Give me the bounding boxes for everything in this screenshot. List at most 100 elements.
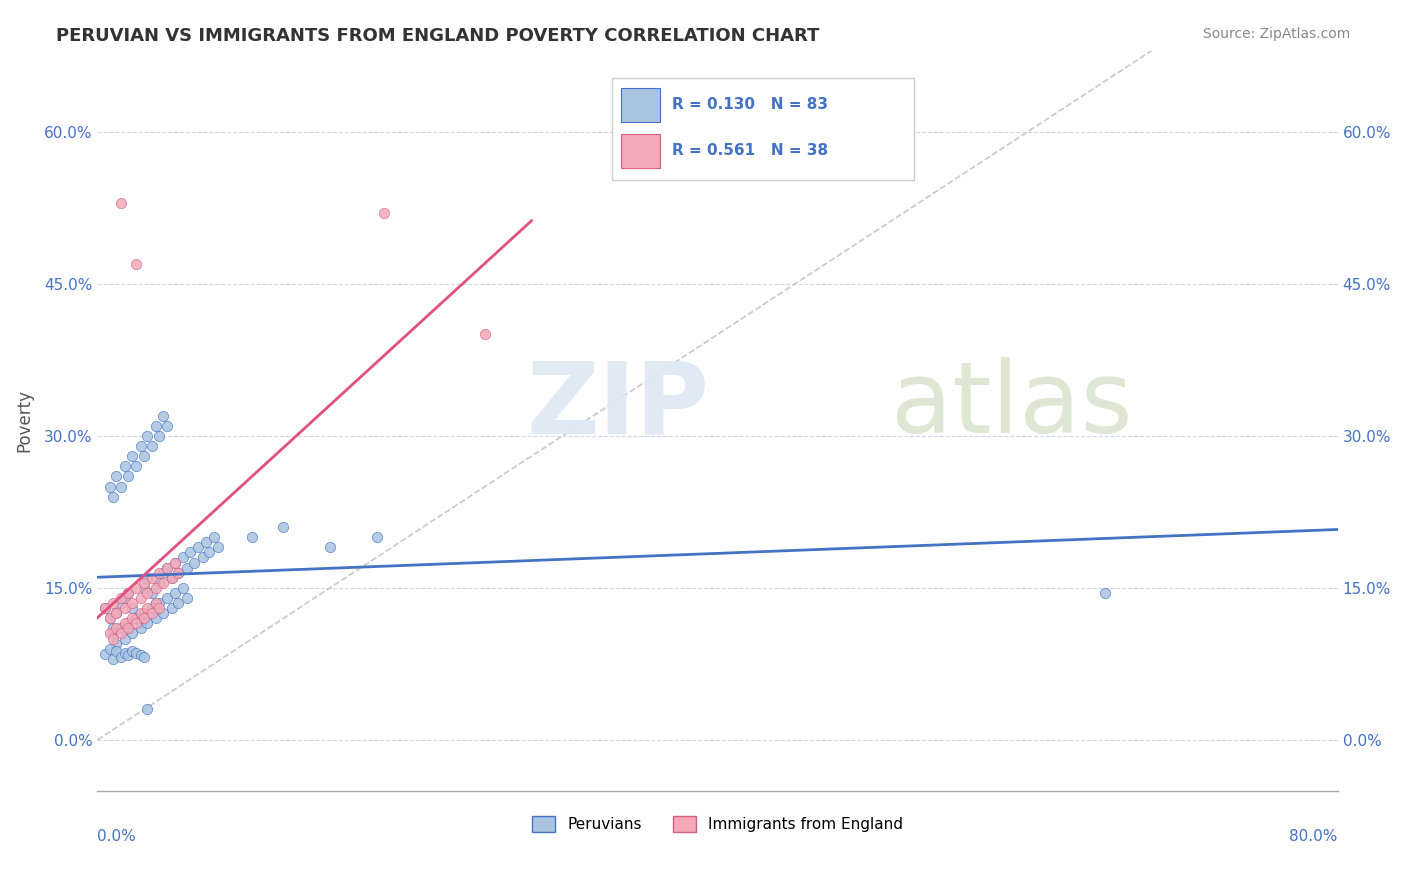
Point	[114, 646, 136, 660]
Point	[105, 606, 128, 620]
Point	[176, 591, 198, 605]
Point	[160, 571, 183, 585]
Point	[202, 530, 225, 544]
Point	[167, 566, 190, 580]
Point	[152, 575, 174, 590]
Point	[125, 611, 148, 625]
Text: atlas: atlas	[891, 358, 1133, 454]
Point	[183, 556, 205, 570]
Point	[160, 571, 183, 585]
Text: R = 0.130   N = 83: R = 0.130 N = 83	[672, 97, 828, 112]
Point	[132, 581, 155, 595]
Point	[167, 596, 190, 610]
Point	[129, 591, 152, 605]
Point	[117, 469, 139, 483]
Point	[136, 702, 159, 716]
Point	[1094, 586, 1116, 600]
Point	[163, 556, 186, 570]
Point	[125, 459, 148, 474]
Point	[148, 566, 170, 580]
Text: R = 0.561   N = 38: R = 0.561 N = 38	[672, 144, 828, 159]
Point	[141, 606, 163, 620]
Point	[101, 621, 124, 635]
Point	[125, 256, 148, 270]
Point	[129, 648, 152, 662]
Point	[98, 626, 121, 640]
Point	[132, 606, 155, 620]
Point	[114, 632, 136, 646]
Point	[319, 541, 342, 555]
Point	[148, 596, 170, 610]
Point	[145, 418, 167, 433]
Point	[129, 439, 152, 453]
Point	[105, 606, 128, 620]
FancyBboxPatch shape	[612, 78, 914, 180]
Text: PERUVIAN VS IMMIGRANTS FROM ENGLAND POVERTY CORRELATION CHART: PERUVIAN VS IMMIGRANTS FROM ENGLAND POVE…	[56, 27, 820, 45]
Point	[117, 586, 139, 600]
Point	[136, 429, 159, 443]
Point	[101, 632, 124, 646]
Text: Source: ZipAtlas.com: Source: ZipAtlas.com	[1202, 27, 1350, 41]
Point	[132, 449, 155, 463]
Point	[110, 626, 132, 640]
Point	[152, 566, 174, 580]
Point	[156, 591, 179, 605]
Point	[207, 541, 229, 555]
Point	[121, 643, 143, 657]
Text: 80.0%: 80.0%	[1289, 829, 1337, 844]
Point	[141, 586, 163, 600]
Point	[136, 571, 159, 585]
Point	[176, 560, 198, 574]
Point	[474, 327, 496, 342]
Point	[98, 641, 121, 656]
Point	[94, 601, 117, 615]
Point	[110, 596, 132, 610]
Point	[114, 601, 136, 615]
Point	[105, 621, 128, 635]
Point	[152, 606, 174, 620]
Point	[125, 581, 148, 595]
Point	[101, 626, 124, 640]
Point	[366, 530, 388, 544]
Point	[145, 611, 167, 625]
Point	[187, 541, 209, 555]
Point	[152, 409, 174, 423]
Point	[141, 571, 163, 585]
Point	[105, 469, 128, 483]
Point	[101, 652, 124, 666]
Bar	[620, 87, 659, 121]
Point	[129, 616, 152, 631]
Point	[163, 556, 186, 570]
Point	[125, 646, 148, 660]
Y-axis label: Poverty: Poverty	[15, 389, 32, 452]
Point	[110, 195, 132, 210]
Point	[114, 616, 136, 631]
Point	[172, 550, 194, 565]
Point	[191, 550, 214, 565]
Point	[117, 586, 139, 600]
Point	[129, 606, 152, 620]
Point	[110, 479, 132, 493]
Point	[101, 596, 124, 610]
Point	[132, 611, 155, 625]
Point	[129, 621, 152, 635]
Point	[101, 490, 124, 504]
Point	[105, 637, 128, 651]
Point	[114, 591, 136, 605]
Point	[136, 586, 159, 600]
Point	[121, 601, 143, 615]
Point	[94, 647, 117, 661]
Point	[156, 560, 179, 574]
Point	[242, 530, 264, 544]
Point	[179, 545, 201, 559]
Point	[125, 616, 148, 631]
Point	[145, 596, 167, 610]
Point	[121, 596, 143, 610]
Point	[141, 601, 163, 615]
Point	[156, 418, 179, 433]
Point	[145, 581, 167, 595]
Point	[141, 439, 163, 453]
Point	[148, 575, 170, 590]
Point	[145, 596, 167, 610]
Point	[121, 626, 143, 640]
